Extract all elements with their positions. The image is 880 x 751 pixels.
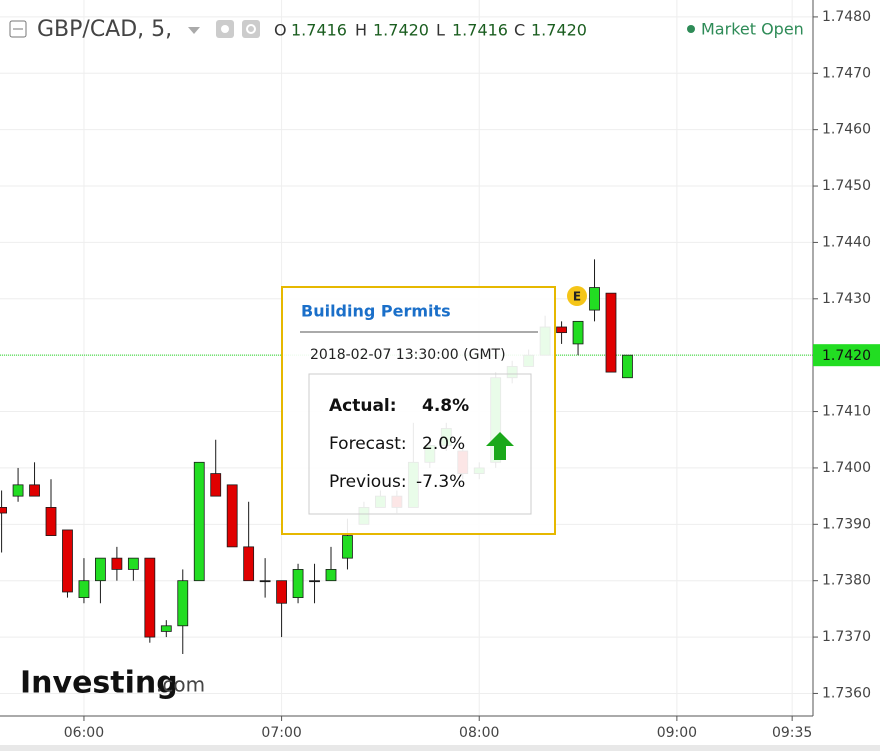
- candle-body: [622, 354, 633, 379]
- y-tick-label: 1.7400: [822, 460, 871, 476]
- status-dot: [687, 25, 695, 33]
- y-tick-label: 1.7380: [822, 573, 871, 589]
- ohlc-value: 1.7420: [531, 21, 587, 40]
- candle-body: [292, 569, 304, 599]
- logo-brand: Investing: [20, 666, 178, 701]
- candle-body: [210, 473, 222, 497]
- candle-body: [144, 557, 156, 638]
- popup-label: Previous:: [329, 472, 407, 492]
- candle-body: [127, 557, 139, 570]
- event-popup: Building Permits 2018-02-07 13:30:00 (GM…: [281, 286, 556, 535]
- candle-body: [243, 546, 255, 582]
- x-tick-label: 09:00: [657, 725, 697, 741]
- x-tick-label: 07:00: [261, 725, 301, 741]
- candle-body: [29, 484, 40, 497]
- y-tick-label: 1.7430: [822, 291, 871, 307]
- symbol: GBP/CAD, 5,: [37, 17, 172, 42]
- ohlc-key: O: [274, 21, 287, 40]
- collapse-icon[interactable]: [9, 20, 27, 38]
- candle-body: [111, 557, 123, 570]
- popup-label: Forecast:: [329, 434, 407, 454]
- market-status: Market Open: [701, 20, 804, 39]
- popup-title[interactable]: Building Permits: [301, 302, 451, 321]
- x-tick-label: 09:35: [772, 725, 812, 741]
- y-tick-label: 1.7480: [822, 9, 871, 25]
- ohlc-value: 1.7420: [373, 21, 429, 40]
- candle-body: [193, 461, 205, 582]
- visibility-icon-eye: [221, 25, 229, 33]
- x-tick-label: 06:00: [64, 725, 104, 741]
- y-tick-label: 1.7450: [822, 178, 871, 194]
- candle-body: [12, 484, 24, 497]
- candle-body: [342, 535, 353, 559]
- candle-body: [160, 625, 172, 632]
- up-arrow: [486, 432, 514, 460]
- ohlc-key: L: [436, 21, 445, 40]
- ohlc-value: 1.7416: [291, 21, 347, 40]
- candle-body: [556, 326, 567, 334]
- popup-label: Actual:: [329, 396, 397, 416]
- settings-icon[interactable]: [242, 20, 260, 38]
- last-price-tag: [813, 344, 880, 367]
- candle-body: [226, 484, 238, 548]
- popup-value: 4.8%: [422, 396, 469, 416]
- y-tick-label: 1.7440: [822, 234, 871, 250]
- dropdown-icon[interactable]: [188, 27, 200, 34]
- candle-body: [45, 507, 57, 536]
- y-tick-label: 1.7460: [822, 122, 871, 138]
- event-marker[interactable]: [567, 286, 587, 306]
- candle-body: [572, 320, 584, 345]
- candle-body: [309, 580, 320, 583]
- axes: 1.7360 1.7370 1.7380 1.7390 1.7400 1.7410 1.74…: [64, 9, 880, 741]
- candle-body: [276, 580, 287, 604]
- candle-body: [78, 580, 90, 599]
- candle-body: [62, 529, 73, 593]
- bottom-strip: [0, 745, 880, 751]
- candle-body: [605, 292, 617, 373]
- y-tick-label: 1.7410: [822, 404, 871, 420]
- candle-body: [325, 569, 337, 582]
- candle-body: [0, 507, 7, 514]
- settings-icon-gear: [246, 24, 256, 34]
- popup-inner-box: [308, 373, 532, 515]
- candle-body: [177, 580, 189, 627]
- popup-box: [281, 286, 556, 535]
- candle-body: [589, 287, 600, 311]
- popup-value: -7.3%: [416, 472, 465, 492]
- last-price-label: 1.7420: [822, 348, 871, 364]
- candle-body: [95, 557, 106, 582]
- x-tick-label: 08:00: [459, 725, 499, 741]
- y-tick-label: 1.7470: [822, 65, 871, 81]
- y-tick-label: 1.7390: [822, 516, 871, 532]
- ohlc-key: H: [355, 21, 367, 40]
- ohlc-key: C: [514, 21, 525, 40]
- logo-suffix: .com: [156, 673, 205, 697]
- ohlc-value: 1.7416: [452, 21, 508, 40]
- event-marker-label: E: [573, 290, 581, 304]
- popup-datetime: 2018-02-07 13:30:00 (GMT): [310, 347, 506, 363]
- candle-body: [259, 580, 271, 583]
- y-tick-label: 1.7370: [822, 629, 871, 645]
- y-tick-label: 1.7360: [822, 685, 871, 701]
- popup-value: 2.0%: [422, 434, 465, 454]
